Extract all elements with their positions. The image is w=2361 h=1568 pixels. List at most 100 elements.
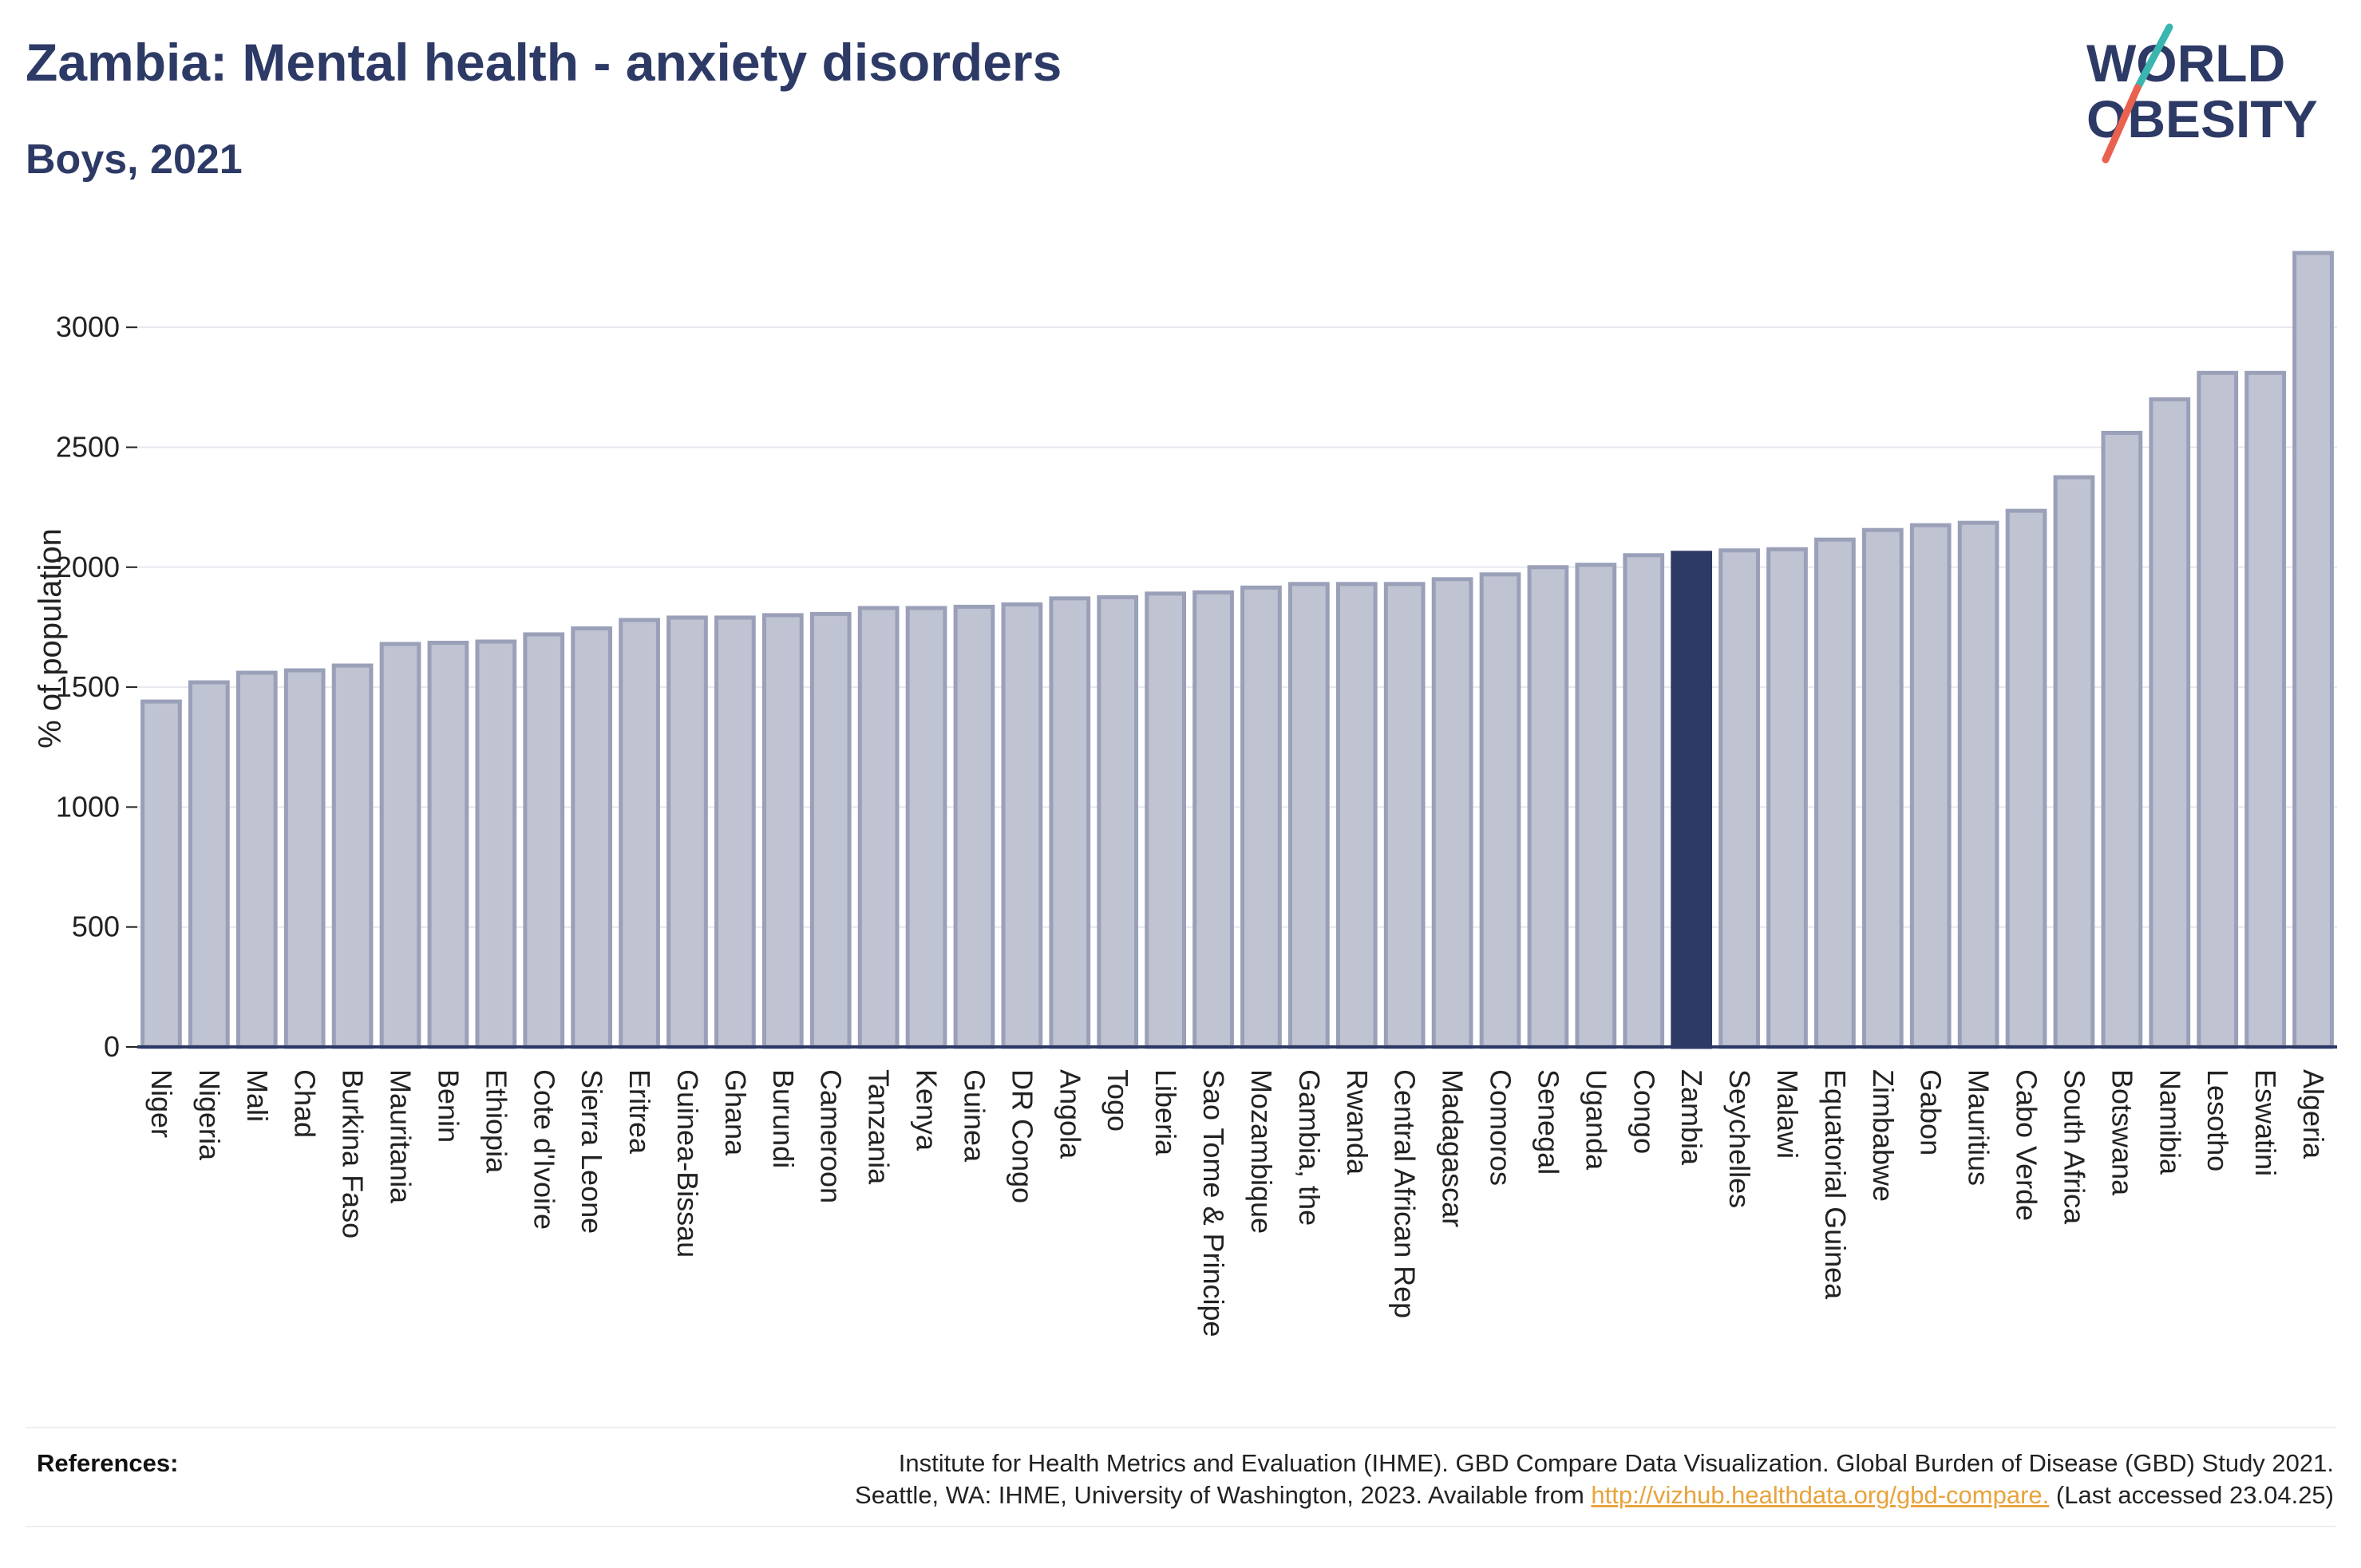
bar-central-african-rep [1383,582,1426,1049]
bar-cote-d-ivoire [523,632,565,1049]
x-tick-label: Mauritius [1963,1069,1995,1186]
x-tick-label: Comoros [1485,1069,1517,1186]
bar-eritrea [619,618,660,1049]
references-line2-post: (Last accessed 23.04.25) [2049,1481,2334,1509]
y-tick-label: 500 [72,910,120,943]
y-tick-label: 2500 [56,430,120,463]
references-line2-pre: Seattle, WA: IHME, University of Washing… [855,1481,1592,1509]
bar-burkina-faso [331,663,374,1049]
y-tick-label: 0 [104,1030,120,1063]
bar-malawi [1766,547,1808,1049]
bar-zimbabwe [1861,527,1904,1049]
x-tick-label: Equatorial Guinea [1819,1069,1852,1300]
x-tick-label: Senegal [1532,1069,1564,1175]
x-tick-label: Algeria [2297,1069,2330,1159]
bar-congo [1623,553,1665,1049]
x-tick-label: Burundi [767,1069,800,1168]
bar-botswana [2101,430,2143,1049]
bar-chad [283,668,326,1049]
x-tick-label: Eritrea [623,1069,656,1155]
y-tick-label: 3000 [56,310,120,343]
y-axis-label: % of population [33,528,68,748]
x-tick-label: Guinea [958,1069,991,1163]
bar-madagascar [1431,577,1473,1049]
bars-layer [140,251,2334,1049]
bar-eswatini [2244,370,2286,1049]
x-tick-label: Angola [1054,1069,1086,1159]
logo-slash-teal [2134,23,2173,92]
bar-equatorial-guinea [1814,537,1856,1049]
x-tick-label: Cabo Verde [2011,1069,2043,1221]
x-tick-label: Congo [1627,1069,1660,1154]
y-tick-label: 2000 [56,551,120,583]
bar-namibia [2149,397,2191,1049]
bar-mauritius [1957,520,1999,1049]
x-tick-label: Nigeria [193,1069,226,1161]
x-tick-label: Togo [1101,1069,1134,1132]
x-tick-label: Madagascar [1437,1069,1469,1227]
bar-benin [427,640,469,1049]
bar-seychelles [1718,548,1760,1049]
references-heading: References: [37,1449,179,1477]
x-tick-label: Zambia [1675,1069,1708,1166]
x-tick-label: Guinea-Bissau [671,1069,704,1258]
references-divider-top [26,1427,2335,1428]
bar-guinea [953,604,995,1049]
x-tick-label: South Africa [2058,1069,2090,1225]
axis-layer: 0 500 1000 1500 2000 2500 3000 [56,310,2337,1063]
x-tick-label: Namibia [2153,1069,2186,1175]
bar-kenya [905,606,947,1049]
bar-mozambique [1240,585,1282,1049]
bar-sierra-leone [571,626,613,1049]
bar-nigeria [188,680,230,1049]
x-tick-label: Niger [145,1069,178,1138]
bar-mali [235,670,278,1049]
references-link[interactable]: http://vizhub.healthdata.org/gbd-compare… [1591,1481,2050,1509]
x-tick-label: Cameroon [815,1069,848,1203]
x-tick-label: Mali [241,1069,274,1122]
x-tick-label: Malawi [1771,1069,1804,1159]
references-line1: Institute for Health Metrics and Evaluat… [898,1449,2334,1477]
bar-cameroon [809,611,852,1049]
x-tick-label: Seychelles [1723,1069,1756,1208]
world-obesity-logo: WORLD OBESITY [2086,23,2318,164]
x-tick-label: Kenya [911,1069,943,1151]
bar-comoros [1479,572,1521,1049]
bar-rwanda [1335,582,1378,1049]
x-tick-label: Central African Rep [1389,1069,1422,1318]
x-tick-label: DR Congo [1006,1069,1038,1203]
bar-chart: 0 500 1000 1500 2000 2500 3000 Niger Nigeria Mal… [33,251,2337,1337]
x-tick-label: Eswatini [2249,1069,2282,1176]
bar-sao-tome-principe [1192,590,1234,1049]
bar-cabo-verde [2005,508,2047,1049]
x-tick-label: Tanzania [863,1069,896,1185]
references-line2: Seattle, WA: IHME, University of Washing… [498,1479,2334,1511]
bar-togo [1097,594,1139,1049]
x-tick-label: Cote d'Ivoire [528,1069,560,1230]
bar-mauritania [379,642,421,1049]
bar-tanzania [857,606,900,1049]
y-tick-label: 1500 [56,670,120,703]
x-tick-label: Mozambique [1245,1069,1278,1234]
bar-gambia-the [1288,582,1330,1049]
bar-niger [140,699,182,1049]
bar-dr-congo [1001,602,1043,1049]
references-divider-bottom [26,1526,2335,1527]
x-tick-label: Sao Tome & Principe [1197,1069,1230,1337]
x-tick-label: Botswana [2106,1069,2138,1196]
y-tick-label: 1000 [56,790,120,823]
x-tick-label: Zimbabwe [1867,1069,1900,1202]
x-tick-label: Chad [289,1069,322,1138]
x-tick-label: Burkina Faso [337,1069,370,1238]
chart-title: Zambia: Mental health - anxiety disorder… [26,33,1062,92]
bar-algeria [2292,251,2334,1049]
bar-liberia [1145,591,1186,1049]
x-tick-label: Gabon [1915,1069,1948,1155]
bar-south-africa [2053,475,2095,1049]
x-tick-label: Uganda [1580,1069,1612,1171]
bar-ghana [714,615,756,1049]
x-tick-label: Rwanda [1341,1069,1374,1175]
x-tick-labels: Niger Nigeria Mali Chad Burkina Faso Mauritan… [145,1069,2330,1337]
bar-burundi [761,613,804,1049]
x-tick-label: Ethiopia [480,1069,512,1174]
